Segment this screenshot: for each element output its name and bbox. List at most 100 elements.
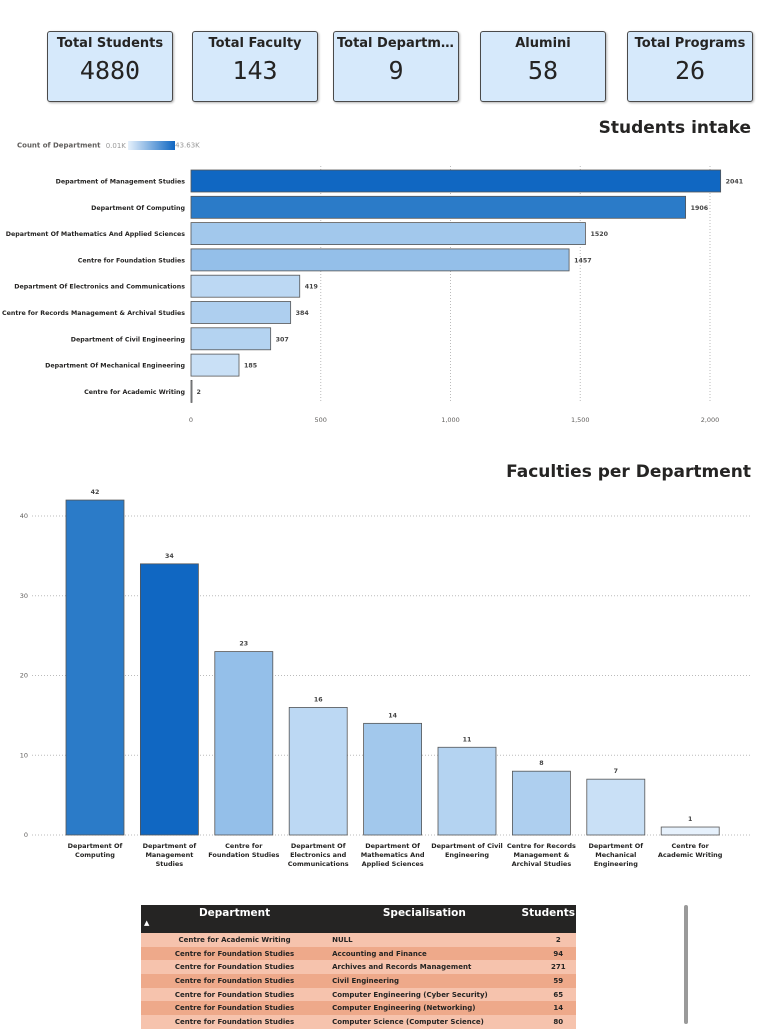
x-tick-label: 2,000: [701, 416, 720, 424]
kpi-value: 143: [232, 56, 278, 85]
data-label: 1906: [691, 205, 709, 212]
kpi-card-total-students: Total Students 4880: [47, 31, 173, 102]
bar[interactable]: [214, 651, 274, 836]
y-tick-label: 40: [20, 512, 28, 520]
data-label: 14: [388, 712, 397, 719]
data-label: 16: [314, 696, 323, 703]
data-label: 42: [91, 489, 100, 496]
specialisation-table: Department ▲ Specialisation Students Cent…: [141, 905, 576, 1029]
cell-students: 80: [520, 1015, 576, 1029]
legend-min: 0.01K: [105, 141, 126, 150]
table-row[interactable]: Centre for Foundation Studies Civil Engin…: [141, 974, 576, 988]
kpi-value: 58: [527, 56, 559, 85]
col-department[interactable]: Department ▲: [141, 905, 329, 933]
category-label: Department of Civil Engineering: [431, 842, 503, 859]
cell-specialisation: Archives and Records Management: [328, 960, 521, 975]
cell-department: Centre for Foundation Studies: [141, 960, 329, 975]
x-tick-label: 0: [189, 416, 193, 424]
category-label: Centre for Records Management & Archival…: [506, 842, 576, 868]
category-label: Department Of Mechanical Engineering: [45, 363, 185, 370]
col-students[interactable]: Students: [520, 905, 576, 933]
kpi-card-total-departments: Total Departments9: [333, 31, 459, 102]
col-specialisation[interactable]: Specialisation: [328, 905, 521, 933]
data-label: 1: [688, 816, 692, 823]
cell-specialisation: Accounting and Finance: [328, 946, 521, 961]
bar[interactable]: [139, 563, 199, 836]
cell-department: Centre for Foundation Studies: [141, 946, 329, 961]
table-row[interactable]: Centre for Foundation Studies Computer En…: [141, 1001, 576, 1016]
bar[interactable]: [437, 746, 497, 836]
kpi-value: 4880: [79, 56, 141, 85]
cell-department: Centre for Foundation Studies: [141, 1001, 329, 1016]
cell-specialisation: Computer Engineering (Cyber Security): [328, 987, 521, 1002]
bar[interactable]: [190, 222, 586, 246]
bar[interactable]: [190, 274, 301, 298]
x-tick-label: 1,000: [441, 416, 460, 424]
students-intake-title: Students intake: [598, 118, 751, 138]
table-row[interactable]: Centre for Academic Writing NULL 2: [141, 933, 576, 947]
kpi-value: 26: [674, 56, 706, 85]
category-label: Department Of Computing: [91, 205, 185, 212]
data-label: 1457: [574, 257, 592, 264]
category-label: Centre for Academic Writing: [657, 842, 723, 859]
cell-department: Centre for Foundation Studies: [141, 974, 329, 988]
data-label: 8: [539, 760, 543, 767]
bar[interactable]: [190, 248, 570, 272]
bar[interactable]: [190, 195, 687, 219]
category-label: Centre for Records Management & Archival…: [2, 310, 185, 317]
kpi-card-alumini: Alumini 58: [480, 31, 606, 102]
category-label: Department Of Electronics and Communicat…: [14, 284, 185, 291]
faculties-chart: 0 10 20 30 40 42 34 23 16 14 11 8 7 1: [20, 489, 750, 839]
category-label: Department Of Mechanical Engineering: [588, 842, 644, 868]
bar[interactable]: [190, 169, 722, 193]
color-legend: Count of Department 0.01K 43.63K: [17, 141, 200, 150]
table-scrollbar[interactable]: [684, 905, 688, 1024]
students-intake-chart: 0 500 1,000 1,500 2,000 Department of Managem…: [2, 166, 743, 424]
category-label: Centre for Academic Writing: [84, 389, 185, 396]
legend-max: 43.63K: [175, 141, 200, 150]
category-label: Department of Management Studies: [56, 179, 186, 186]
table-row[interactable]: Centre for Foundation Studies Accounting …: [141, 946, 576, 961]
bar[interactable]: [512, 770, 571, 836]
legend-label: Count of Department: [17, 141, 101, 150]
category-label: Department Of Mathematics And Applied Sc…: [6, 231, 186, 238]
bar[interactable]: [363, 722, 423, 836]
bar[interactable]: [65, 499, 125, 836]
category-label: Department Of Mathematics And Applied Sc…: [360, 842, 425, 868]
kpi-card-total-programs: Total Programs 26: [627, 31, 753, 102]
category-label: Centre for Foundation Studies: [78, 257, 186, 264]
bar[interactable]: [660, 826, 720, 836]
cell-specialisation: NULL: [328, 933, 521, 947]
bar[interactable]: [190, 353, 240, 377]
cell-specialisation: Computer Science (Computer Science): [328, 1015, 521, 1029]
data-label: 23: [239, 641, 248, 648]
y-tick-label: 30: [20, 592, 28, 600]
cell-students: 14: [520, 1001, 576, 1016]
cell-specialisation: Computer Engineering (Networking): [328, 1001, 521, 1016]
bar[interactable]: [190, 301, 292, 324]
table-row[interactable]: Centre for Foundation Studies Computer En…: [141, 987, 576, 1002]
data-label: 34: [165, 553, 174, 560]
bar[interactable]: [190, 379, 193, 403]
category-label: Department of Management Studies: [142, 842, 197, 868]
data-label: 2: [197, 389, 201, 396]
x-tick-label: 500: [315, 416, 327, 424]
sort-asc-icon[interactable]: ▲: [144, 919, 150, 927]
table-row[interactable]: Centre for Foundation Studies Archives an…: [141, 960, 576, 975]
cell-department: Centre for Foundation Studies: [141, 1015, 329, 1029]
legend-gradient: [128, 141, 176, 150]
kpi-card-total-faculty: Total Faculty 143: [192, 31, 318, 102]
cell-students: 271: [520, 960, 576, 975]
cell-department: Centre for Academic Writing: [141, 933, 329, 947]
category-label: Centre for Foundation Studies: [208, 842, 280, 859]
bar[interactable]: [288, 707, 348, 836]
bar[interactable]: [190, 327, 272, 351]
data-label: 11: [463, 736, 472, 743]
y-tick-label: 0: [24, 831, 28, 839]
table-row[interactable]: Centre for Foundation Studies Computer Sc…: [141, 1015, 576, 1029]
data-label: 185: [244, 363, 257, 370]
faculties-title: Faculties per Department: [506, 462, 751, 482]
cell-department: Centre for Foundation Studies: [141, 987, 329, 1002]
data-label: 1520: [590, 231, 608, 238]
bar[interactable]: [586, 778, 646, 836]
